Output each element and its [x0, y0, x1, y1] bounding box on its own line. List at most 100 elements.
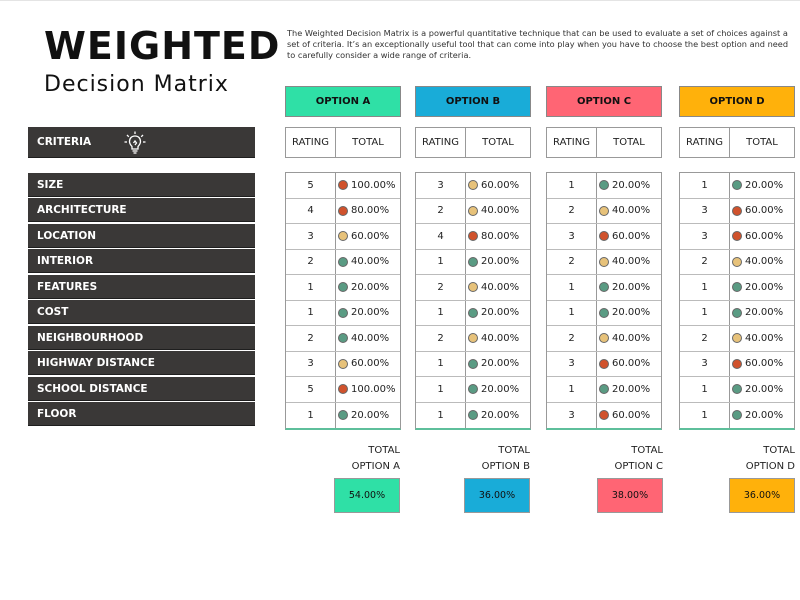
rating-cell[interactable]: 2: [547, 198, 597, 223]
total-cell[interactable]: 60.00%: [336, 224, 400, 249]
total-column-header[interactable]: TOTAL: [482, 137, 514, 148]
rating-cell[interactable]: 1: [547, 275, 597, 300]
criteria-header[interactable]: CRITERIA: [28, 127, 255, 158]
rating-cell[interactable]: 2: [286, 249, 336, 274]
total-column-header[interactable]: TOTAL: [746, 137, 778, 148]
total-cell[interactable]: 20.00%: [466, 377, 530, 402]
total-cell[interactable]: 20.00%: [466, 352, 530, 377]
total-cell[interactable]: 20.00%: [730, 275, 794, 300]
rating-cell[interactable]: 3: [680, 198, 730, 223]
option-b-total-value[interactable]: 36.00%: [464, 478, 530, 513]
total-cell[interactable]: 80.00%: [336, 199, 400, 224]
total-cell[interactable]: 60.00%: [466, 173, 530, 198]
option-c-total-value[interactable]: 38.00%: [597, 478, 663, 513]
option-d-header[interactable]: OPTION D: [679, 86, 795, 117]
rating-cell[interactable]: 1: [680, 173, 730, 198]
option-a-total-value[interactable]: 54.00%: [334, 478, 400, 513]
rating-cell[interactable]: 3: [286, 351, 336, 376]
criteria-item-interior[interactable]: INTERIOR: [28, 249, 255, 273]
criteria-item-architecture[interactable]: ARCHITECTURE: [28, 198, 255, 222]
criteria-item-school-distance[interactable]: SCHOOL DISTANCE: [28, 377, 255, 401]
rating-cell[interactable]: 4: [286, 198, 336, 223]
rating-cell[interactable]: 2: [680, 326, 730, 351]
total-cell[interactable]: 40.00%: [730, 250, 794, 275]
total-cell[interactable]: 100.00%: [336, 173, 400, 198]
rating-cell[interactable]: 1: [416, 377, 466, 402]
rating-cell[interactable]: 2: [286, 326, 336, 351]
total-cell[interactable]: 40.00%: [597, 326, 661, 351]
rating-cell[interactable]: 2: [547, 326, 597, 351]
rating-cell[interactable]: 1: [680, 300, 730, 325]
total-cell[interactable]: 20.00%: [597, 173, 661, 198]
criteria-item-neighbourhood[interactable]: NEIGHBOURHOOD: [28, 326, 255, 350]
rating-cell[interactable]: 3: [547, 351, 597, 376]
criteria-item-size[interactable]: SIZE: [28, 173, 255, 197]
total-cell[interactable]: 40.00%: [466, 199, 530, 224]
total-cell[interactable]: 40.00%: [730, 326, 794, 351]
rating-cell[interactable]: 1: [547, 173, 597, 198]
total-cell[interactable]: 40.00%: [336, 250, 400, 275]
rating-cell[interactable]: 1: [416, 300, 466, 325]
total-cell[interactable]: 20.00%: [730, 377, 794, 402]
criteria-item-features[interactable]: FEATURES: [28, 275, 255, 299]
rating-cell[interactable]: 4: [416, 224, 466, 249]
rating-cell[interactable]: 1: [416, 249, 466, 274]
rating-cell[interactable]: 2: [416, 198, 466, 223]
rating-cell[interactable]: 2: [416, 326, 466, 351]
total-cell[interactable]: 20.00%: [730, 173, 794, 198]
criteria-item-cost[interactable]: COST: [28, 300, 255, 324]
rating-cell[interactable]: 3: [680, 351, 730, 376]
total-cell[interactable]: 60.00%: [597, 352, 661, 377]
rating-cell[interactable]: 1: [680, 275, 730, 300]
rating-column-header[interactable]: RATING: [680, 128, 730, 157]
rating-cell[interactable]: 2: [547, 249, 597, 274]
total-cell[interactable]: 60.00%: [336, 352, 400, 377]
rating-cell[interactable]: 3: [547, 402, 597, 428]
total-cell[interactable]: 20.00%: [466, 250, 530, 275]
total-cell[interactable]: 40.00%: [597, 199, 661, 224]
total-cell[interactable]: 60.00%: [597, 403, 661, 429]
rating-cell[interactable]: 2: [680, 249, 730, 274]
total-cell[interactable]: 60.00%: [597, 224, 661, 249]
criteria-item-floor[interactable]: FLOOR: [28, 402, 255, 426]
rating-column-header[interactable]: RATING: [547, 128, 597, 157]
rating-cell[interactable]: 1: [286, 275, 336, 300]
rating-cell[interactable]: 3: [286, 224, 336, 249]
rating-cell[interactable]: 1: [416, 351, 466, 376]
rating-cell[interactable]: 1: [680, 377, 730, 402]
total-cell[interactable]: 20.00%: [336, 301, 400, 326]
rating-cell[interactable]: 1: [416, 402, 466, 428]
rating-cell[interactable]: 2: [416, 275, 466, 300]
option-d-total-value[interactable]: 36.00%: [729, 478, 795, 513]
total-cell[interactable]: 20.00%: [336, 275, 400, 300]
total-cell[interactable]: 20.00%: [597, 275, 661, 300]
total-cell[interactable]: 20.00%: [336, 403, 400, 429]
rating-cell[interactable]: 1: [547, 377, 597, 402]
total-cell[interactable]: 20.00%: [597, 377, 661, 402]
total-cell[interactable]: 60.00%: [730, 224, 794, 249]
total-cell[interactable]: 40.00%: [466, 326, 530, 351]
total-cell[interactable]: 20.00%: [466, 403, 530, 429]
rating-cell[interactable]: 1: [547, 300, 597, 325]
option-c-header[interactable]: OPTION C: [546, 86, 662, 117]
total-cell[interactable]: 80.00%: [466, 224, 530, 249]
rating-cell[interactable]: 3: [680, 224, 730, 249]
total-column-header[interactable]: TOTAL: [352, 137, 384, 148]
criteria-item-location[interactable]: LOCATION: [28, 224, 255, 248]
total-column-header[interactable]: TOTAL: [613, 137, 645, 148]
total-cell[interactable]: 20.00%: [730, 403, 794, 429]
total-cell[interactable]: 100.00%: [336, 377, 400, 402]
rating-column-header[interactable]: RATING: [286, 128, 336, 157]
rating-cell[interactable]: 5: [286, 173, 336, 198]
total-cell[interactable]: 20.00%: [466, 301, 530, 326]
total-cell[interactable]: 20.00%: [597, 301, 661, 326]
option-a-header[interactable]: OPTION A: [285, 86, 401, 117]
option-b-header[interactable]: OPTION B: [415, 86, 531, 117]
rating-cell[interactable]: 1: [680, 402, 730, 428]
rating-cell[interactable]: 5: [286, 377, 336, 402]
rating-cell[interactable]: 3: [547, 224, 597, 249]
total-cell[interactable]: 40.00%: [597, 250, 661, 275]
rating-cell[interactable]: 3: [416, 173, 466, 198]
total-cell[interactable]: 40.00%: [466, 275, 530, 300]
rating-column-header[interactable]: RATING: [416, 128, 466, 157]
